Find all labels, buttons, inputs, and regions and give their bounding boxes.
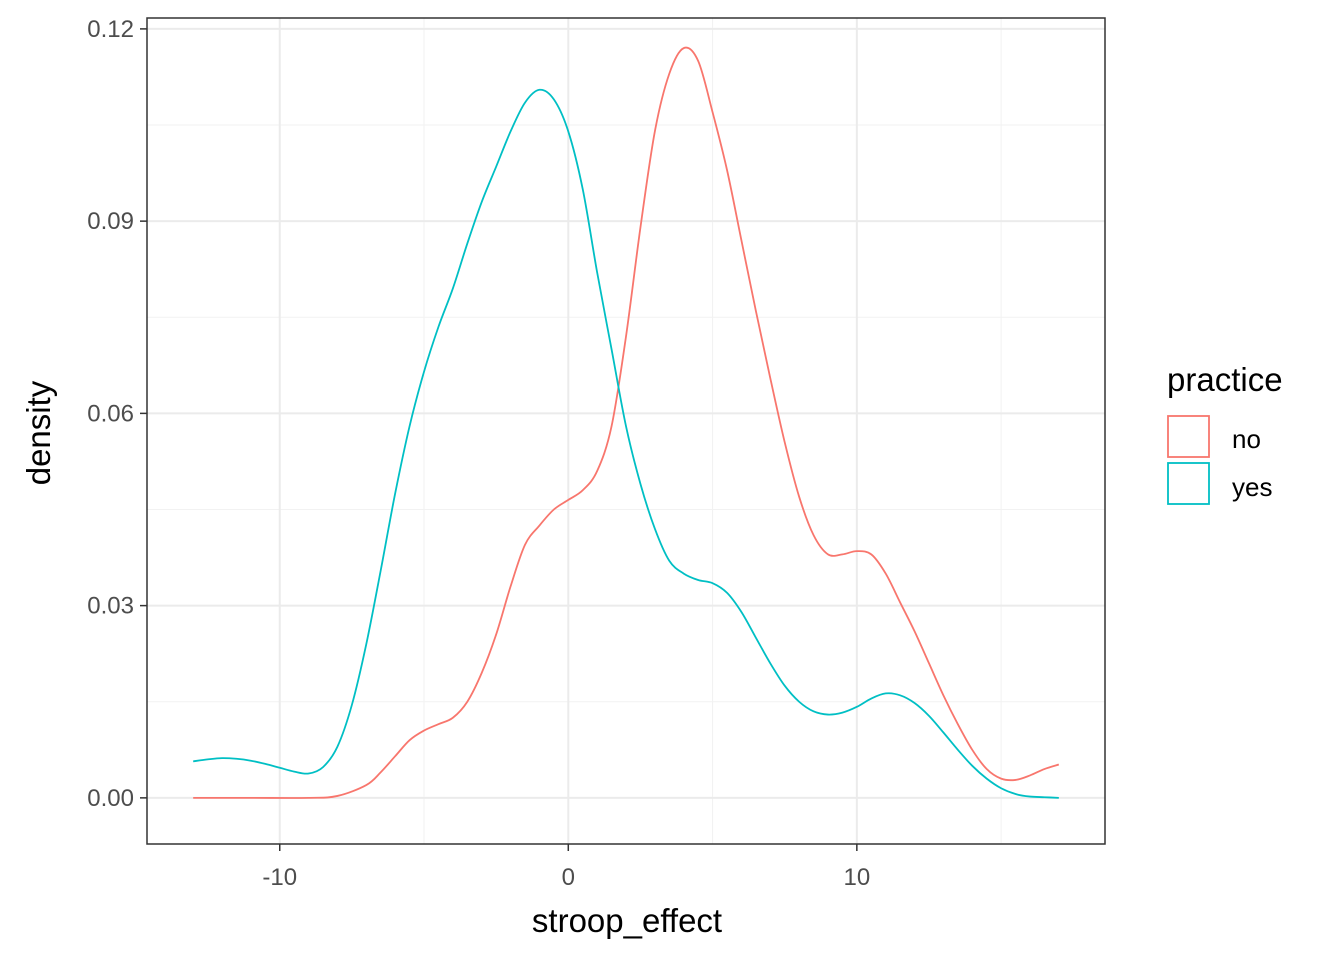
legend-title: practice	[1167, 361, 1283, 398]
legend-label-no: no	[1232, 424, 1261, 454]
x-axis-title: stroop_effect	[532, 902, 722, 939]
panel-border	[146, 17, 1106, 845]
density-series	[193, 46, 1060, 799]
y-tick-label: 0.09	[87, 208, 134, 235]
legend-label-yes: yes	[1232, 472, 1272, 502]
minor-gridlines	[147, 18, 1105, 844]
series-line-yes	[193, 88, 1059, 799]
series-line-no	[193, 46, 1060, 799]
x-tick-label: 0	[562, 864, 575, 891]
legend-key-no	[1167, 415, 1210, 458]
legend: practice no yes	[1167, 361, 1283, 505]
x-tick-label: -10	[262, 864, 297, 891]
y-tick-label: 0.00	[87, 785, 134, 812]
y-axis-title: density	[20, 380, 57, 485]
y-tick-label: 0.03	[87, 593, 134, 620]
y-axis-ticks: 0.00 0.03 0.06 0.09 0.12	[87, 16, 147, 812]
y-tick-label: 0.12	[87, 16, 134, 43]
legend-key-yes	[1167, 462, 1210, 505]
x-axis-ticks: -10 0 10	[262, 844, 870, 891]
y-tick-label: 0.06	[87, 400, 134, 427]
x-tick-label: 10	[843, 864, 870, 891]
